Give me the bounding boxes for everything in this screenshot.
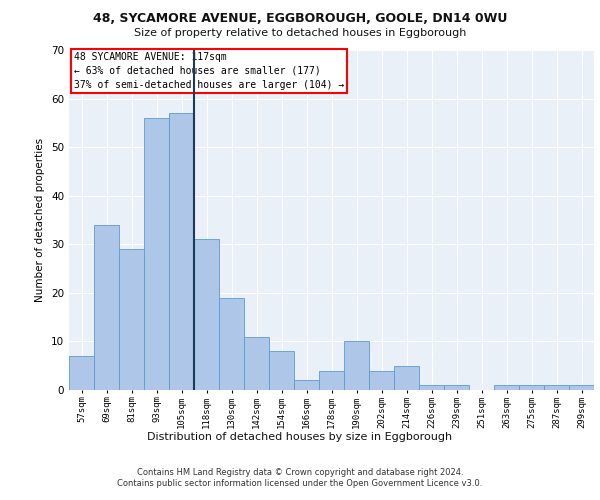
Bar bbox=[169, 113, 194, 390]
Text: Contains HM Land Registry data © Crown copyright and database right 2024.
Contai: Contains HM Land Registry data © Crown c… bbox=[118, 468, 482, 487]
Bar bbox=[369, 370, 394, 390]
Bar bbox=[94, 225, 119, 390]
Text: Size of property relative to detached houses in Eggborough: Size of property relative to detached ho… bbox=[134, 28, 466, 38]
Bar bbox=[69, 356, 94, 390]
Bar bbox=[144, 118, 169, 390]
Bar bbox=[544, 385, 569, 390]
Bar bbox=[444, 385, 469, 390]
Bar bbox=[394, 366, 419, 390]
Bar bbox=[294, 380, 319, 390]
Bar bbox=[344, 342, 369, 390]
Bar bbox=[319, 370, 344, 390]
Bar bbox=[244, 336, 269, 390]
Bar bbox=[269, 351, 294, 390]
Text: 48 SYCAMORE AVENUE: 117sqm
← 63% of detached houses are smaller (177)
37% of sem: 48 SYCAMORE AVENUE: 117sqm ← 63% of deta… bbox=[74, 52, 344, 90]
Text: 48, SYCAMORE AVENUE, EGGBOROUGH, GOOLE, DN14 0WU: 48, SYCAMORE AVENUE, EGGBOROUGH, GOOLE, … bbox=[93, 12, 507, 26]
Bar bbox=[519, 385, 544, 390]
Bar bbox=[419, 385, 444, 390]
Text: Distribution of detached houses by size in Eggborough: Distribution of detached houses by size … bbox=[148, 432, 452, 442]
Bar bbox=[569, 385, 594, 390]
Bar bbox=[219, 298, 244, 390]
Bar bbox=[119, 249, 144, 390]
Y-axis label: Number of detached properties: Number of detached properties bbox=[35, 138, 46, 302]
Bar bbox=[194, 240, 219, 390]
Bar bbox=[494, 385, 519, 390]
